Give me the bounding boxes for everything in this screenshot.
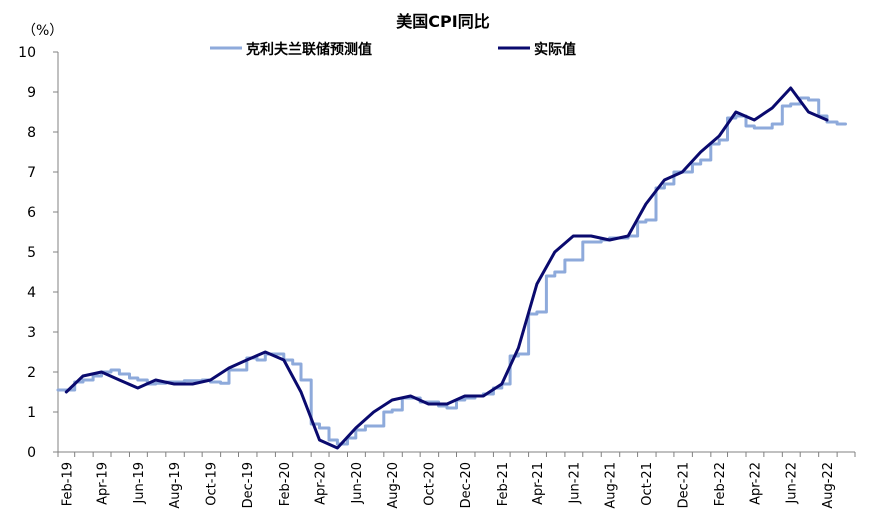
x-tick-label: Apr-19: [95, 462, 110, 505]
x-tick-label: Apr-20: [313, 462, 328, 505]
series-layer: [56, 86, 847, 450]
x-tick-label: Aug-20: [386, 462, 401, 509]
y-tick-label: 8: [27, 125, 36, 141]
x-tick-label: Jun-21: [567, 462, 582, 505]
y-tick-label: 9: [27, 85, 36, 101]
x-tick-label: Apr-22: [748, 462, 763, 505]
y-tick-label: 5: [27, 245, 36, 261]
x-tick-label: Feb-19: [60, 462, 75, 506]
y-tick-label: 2: [27, 365, 36, 381]
x-tick-label: Jun-19: [132, 462, 147, 505]
series-line-forecast: [56, 96, 847, 446]
chart-title: 美国CPI同比: [396, 12, 489, 31]
x-tick-label: Apr-21: [531, 462, 546, 505]
x-tick-label: Dec-20: [459, 462, 474, 508]
x-tick-label: Dec-19: [241, 462, 256, 508]
x-tick-label: Aug-19: [168, 462, 183, 509]
x-tick-label: Feb-21: [496, 462, 511, 506]
y-tick-label: 4: [27, 285, 36, 301]
y-tick-label: 1: [27, 405, 36, 421]
x-tick-label: Jun-20: [350, 462, 365, 505]
y-unit-label: （%）: [22, 23, 63, 39]
legend: 克利夫兰联储预测值 实际值: [210, 41, 576, 58]
x-tick-label: Aug-21: [604, 462, 619, 509]
x-tick-label: Feb-22: [713, 462, 728, 506]
y-tick-label: 3: [27, 325, 36, 341]
x-tick-label: Dec-21: [676, 462, 691, 508]
y-axis-ticks: 0 1 2 3 4 5 6 7 8 9 10: [18, 45, 58, 461]
x-tick-label: Oct-19: [204, 462, 219, 506]
y-tick-label: 6: [27, 205, 36, 221]
y-tick-label: 7: [27, 165, 36, 181]
legend-label-forecast: 克利夫兰联储预测值: [246, 41, 372, 58]
y-tick-label: 0: [27, 445, 36, 461]
x-tick-label: Aug-22: [821, 462, 836, 509]
x-tick-label: Feb-20: [278, 462, 293, 506]
x-axis-ticks: Feb-19 Apr-19 Jun-19 Aug-19 Oct-19 Dec-19 Feb-…: [57, 452, 856, 509]
y-tick-label: 10: [18, 45, 36, 61]
x-tick-label: Jun-22: [785, 462, 800, 505]
x-tick-label: Oct-21: [640, 462, 655, 506]
series-line-actual: [64, 86, 829, 450]
legend-label-actual: 实际值: [534, 41, 576, 58]
x-tick-label: Oct-20: [423, 462, 438, 506]
